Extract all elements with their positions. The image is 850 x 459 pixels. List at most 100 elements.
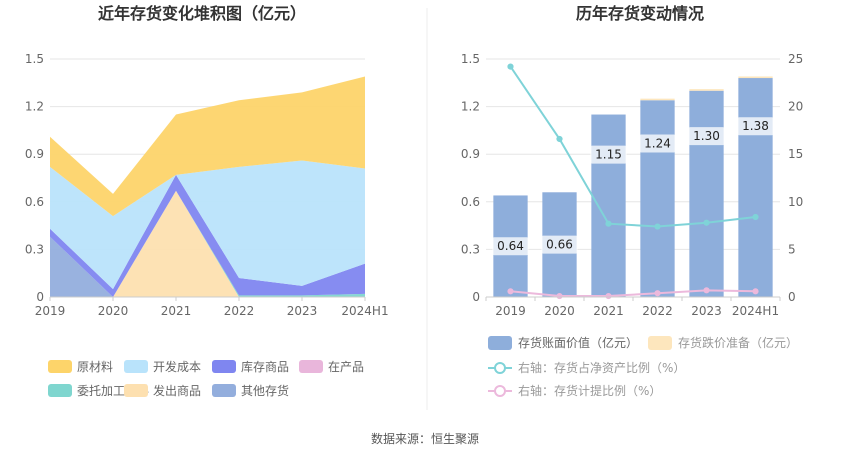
- bar-value-label: 1.15: [595, 148, 622, 162]
- right-left-tick-label: 0.3: [461, 242, 480, 256]
- right-x-tick-label: 2020: [544, 304, 575, 318]
- line-point: [752, 288, 759, 295]
- left-y-axis-ticks: 0 0.3 0.6 0.9 1.2 1.5: [25, 52, 44, 304]
- book-value-bar: [591, 114, 626, 298]
- bar-value-label: 1.38: [742, 119, 769, 133]
- right-x-tick-label: 2021: [593, 304, 624, 318]
- right-x-tick-label: 2023: [691, 304, 722, 318]
- impairment-reserve-bar: [689, 89, 724, 91]
- right-legend-swatch: [648, 336, 672, 350]
- area-series-5: [50, 160, 365, 290]
- left-chart-title: 近年存货变化堆积图（亿元）: [98, 4, 306, 23]
- impairment-reserve-bar: [640, 98, 675, 101]
- area-series-0: [50, 236, 365, 297]
- line-point: [703, 287, 710, 294]
- left-y-tick-label: 1.5: [25, 52, 44, 66]
- left-x-tick-label: 2022: [224, 304, 255, 318]
- line-point: [654, 223, 661, 230]
- right-bars: [493, 76, 773, 298]
- left-x-tick-label: 2020: [98, 304, 129, 318]
- left-y-tick-label: 0: [36, 290, 44, 304]
- book-value-bar: [689, 90, 724, 297]
- left-legend-swatch: [48, 384, 72, 397]
- inventory-stacked-area-chart: 近年存货变化堆积图（亿元） 00.30.60.91.21.5 2019 2020 2…: [25, 4, 389, 398]
- left-legend-swatch: [299, 360, 323, 373]
- right-legend: 存货账面价值（亿元） 存货跌价准备（亿元） 右轴：存货占净资产比例（%） 右轴：存货计…: [488, 335, 798, 398]
- left-x-tick-label: 2019: [35, 304, 66, 318]
- left-legend-label: 库存商品: [241, 359, 289, 374]
- line-point: [654, 290, 661, 297]
- right-left-tick-label: 0.6: [461, 195, 480, 209]
- right-x-tick-label: 2024H1: [732, 304, 779, 318]
- left-legend-swatch: [124, 360, 148, 373]
- left-legend-label: 发出商品: [153, 383, 201, 398]
- left-legend-label: 在产品: [328, 360, 364, 374]
- left-legend-swatch: [212, 360, 236, 373]
- right-left-axis-ticks: 0 0.3 0.6 0.9 1.2 1.5: [461, 52, 480, 304]
- right-right-tick-label: 10: [788, 195, 803, 209]
- book-value-bar: [738, 78, 773, 297]
- line-point: [752, 213, 759, 221]
- left-legend-label: 其他存货: [241, 383, 289, 398]
- bar-value-label: 1.24: [644, 137, 671, 151]
- line-series-0: [509, 66, 756, 228]
- line-point: [507, 63, 514, 70]
- data-source-note: 数据来源：恒生聚源: [371, 431, 479, 446]
- inventory-change-bar-chart: 历年存货变动情况 0.64 0.66 1.15 1.24 1.30 1.38 0 0.3 0.…: [461, 4, 803, 398]
- bar-value-label: 1.30: [693, 129, 720, 143]
- line-point: [703, 219, 710, 226]
- left-x-axis-ticks: 2019 2020 2021 2022 2023 2024H1: [35, 296, 389, 318]
- impairment-reserve-bar: [738, 76, 773, 79]
- left-x-tick-label: 2021: [161, 304, 192, 318]
- left-legend-swatch: [212, 384, 236, 397]
- bar-label-bg: [737, 117, 774, 136]
- left-y-tick-label: 0.6: [25, 195, 44, 209]
- right-right-tick-label: 5: [788, 242, 796, 256]
- right-legend-swatch: [488, 336, 512, 350]
- line-series-1: [510, 289, 756, 298]
- left-legend-swatch: [48, 360, 72, 373]
- left-legend-swatch: [124, 384, 148, 397]
- left-x-tick-label: 2024H1: [341, 304, 388, 318]
- right-right-tick-label: 0: [788, 290, 796, 304]
- area-series-6: [50, 76, 365, 217]
- right-left-tick-label: 0.9: [461, 147, 480, 161]
- bar-label-bg: [590, 145, 627, 164]
- area-series-2: [50, 190, 365, 297]
- right-legend-label: 右轴：存货占净资产比例（%）: [518, 360, 685, 375]
- left-legend-label: 原材料: [77, 360, 113, 374]
- book-value-bar: [640, 100, 675, 298]
- left-y-tick-label: 0.9: [25, 147, 44, 161]
- bar-label-bg: [541, 235, 578, 254]
- line-point: [605, 292, 612, 300]
- bar-label-bg: [688, 127, 725, 146]
- right-legend-marker: [494, 385, 506, 397]
- right-legend-label: 存货跌价准备（亿元）: [678, 335, 798, 350]
- line-point: [507, 288, 514, 295]
- right-chart-title: 历年存货变动情况: [576, 4, 704, 23]
- left-y-tick-label: 0.3: [25, 242, 44, 256]
- line-point: [556, 292, 563, 300]
- right-right-tick-label: 15: [788, 147, 803, 161]
- line-point: [556, 135, 563, 143]
- right-bar-data-labels: 0.64 0.66 1.15 1.24 1.30 1.38: [492, 117, 774, 256]
- right-left-tick-label: 0: [472, 290, 480, 304]
- left-x-tick-label: 2023: [287, 304, 318, 318]
- left-y-tick-label: 1.2: [25, 100, 44, 114]
- right-x-axis-ticks: 2019 2020 2021 2022 2023 2024H1: [485, 296, 781, 318]
- bar-value-label: 0.64: [497, 239, 524, 253]
- bar-label-bg: [492, 237, 529, 256]
- right-right-tick-label: 20: [788, 100, 803, 114]
- right-legend-label: 右轴：存货计提比例（%）: [518, 383, 661, 398]
- line-point: [605, 220, 612, 227]
- right-right-axis-ticks: 0 5 10 15 20 25: [788, 52, 803, 304]
- bar-label-bg: [639, 134, 676, 153]
- right-legend-label: 存货账面价值（亿元）: [518, 335, 638, 350]
- right-lines: [507, 63, 759, 300]
- area-series-4: [50, 174, 365, 297]
- right-legend-marker: [494, 362, 506, 374]
- left-legend-label: 开发成本: [153, 359, 201, 374]
- right-x-tick-label: 2022: [642, 304, 673, 318]
